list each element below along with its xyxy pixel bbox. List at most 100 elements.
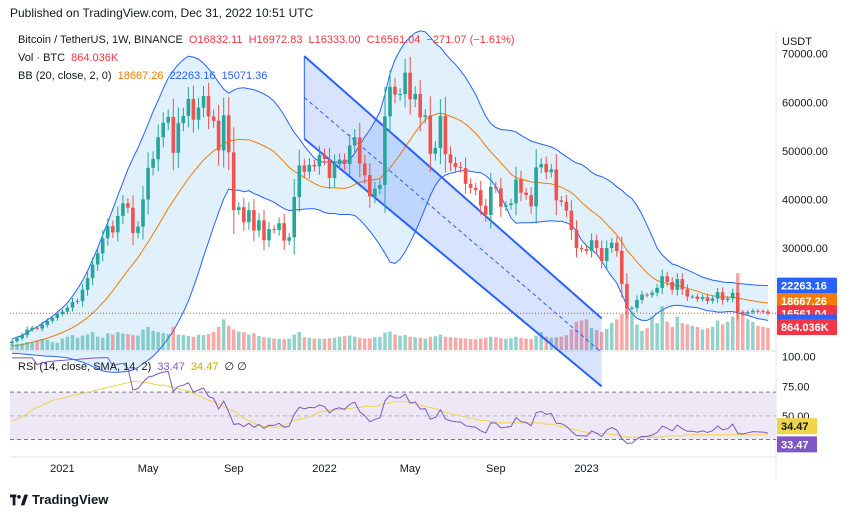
candle-body (670, 282, 674, 290)
price-tick-label: 40000.00 (782, 194, 828, 206)
candle-body (458, 166, 463, 168)
volume-bar (60, 338, 65, 350)
candle-body (468, 183, 473, 188)
volume-bar (257, 335, 261, 350)
volume-bar (559, 336, 564, 350)
rsi-label-sma: 34.47 (781, 421, 809, 433)
candle-body (599, 248, 604, 262)
candle-body (685, 289, 690, 297)
volume-bar (272, 338, 276, 350)
candle-body (680, 279, 685, 290)
price-label-box (777, 293, 837, 310)
candle-body (342, 159, 347, 164)
volume-bar (484, 337, 488, 350)
candle-body (302, 165, 307, 172)
candle-body (121, 203, 125, 216)
candle-body (156, 137, 160, 160)
high-value: H16972.83 (248, 34, 303, 46)
candle-body (221, 115, 226, 151)
candle-body (534, 167, 538, 207)
volume-bar (353, 336, 357, 350)
candle-body (60, 311, 65, 314)
candle-body (489, 186, 493, 215)
candle-body (216, 120, 221, 151)
candle-body (514, 179, 518, 204)
candle-body (524, 192, 528, 195)
volume-bar (584, 319, 589, 351)
candle-body (695, 296, 700, 299)
volume-bar (101, 337, 105, 350)
rsi-value: 33.47 (157, 361, 185, 373)
volume-bar (337, 336, 342, 350)
volume-bar (342, 336, 347, 350)
volume-bar (373, 337, 377, 350)
volume-bar (221, 319, 226, 351)
volume-bar (766, 327, 770, 350)
time-axis[interactable]: 2021 May Sep 2022 May Sep 2023 (50, 463, 599, 475)
volume-bar (610, 323, 614, 350)
candle-body (665, 276, 669, 282)
candle-body (357, 137, 362, 164)
volume-bar (620, 314, 624, 350)
candle-body (710, 298, 715, 301)
candle-body (433, 147, 438, 154)
volume-bar (458, 338, 463, 350)
volume-bar (761, 326, 765, 350)
candle-body (312, 164, 317, 167)
volume-bar (443, 336, 448, 350)
open-value: O16832.11 (188, 34, 243, 46)
candle-body (604, 248, 609, 262)
volume-bar (423, 338, 427, 350)
volume-bar (554, 337, 559, 350)
price-label-box (777, 277, 837, 294)
candle-body (725, 298, 730, 300)
volume-bar (282, 339, 286, 350)
candle-body (80, 289, 85, 301)
volume-bar (509, 338, 513, 350)
volume-bar (332, 337, 337, 350)
price-axis[interactable]: 30000.00 40000.00 50000.00 60000.00 70000.00… (782, 49, 828, 453)
symbol-legend[interactable]: Bitcoin / TetherUS, 1W, BINANCE O16832.1… (18, 34, 518, 46)
volume-bars (10, 273, 770, 351)
volume-bar (524, 338, 528, 350)
price-label-bb_basis: 18667.26 (781, 296, 827, 308)
candle-body (428, 115, 433, 154)
candle-body (322, 154, 327, 160)
volume-bar (242, 332, 246, 350)
volume-legend[interactable]: Vol · BTC 864.036K (18, 52, 121, 64)
candle-body (549, 169, 554, 173)
time-tick-label: 2021 (50, 463, 74, 475)
candle-body (25, 329, 29, 335)
volume-bar (106, 333, 110, 350)
volume-bar (307, 337, 312, 350)
volume-bar (206, 334, 211, 350)
volume-bar (10, 343, 14, 350)
volume-bar (650, 316, 654, 350)
rsi-legend[interactable]: RSI (14, close, SMA, 14, 2) 33.47 34.47 … (18, 360, 250, 373)
bb-label: BB (20, close, 2, 0) (18, 70, 112, 82)
volume-bar (564, 335, 569, 350)
volume-bar (65, 336, 70, 350)
footer-brand[interactable]: TradingView (10, 492, 108, 507)
volume-bar (685, 324, 690, 350)
candle-body (141, 199, 145, 227)
price-tick-label: 70000.00 (782, 49, 828, 61)
bb-legend[interactable]: BB (20, close, 2, 0) 18667.26 22263.16 1… (18, 70, 270, 82)
volume-bar (20, 343, 24, 350)
candle-body (494, 186, 498, 189)
volume-bar (615, 319, 619, 351)
candle-body (564, 201, 569, 211)
volume-bar (640, 330, 644, 350)
volume-bar (660, 306, 664, 350)
volume-bar (85, 334, 90, 350)
volume-bar (252, 333, 256, 350)
candle-body (393, 86, 397, 95)
candle-body (116, 215, 120, 233)
candle-body (756, 310, 760, 312)
candle-body (766, 311, 770, 314)
candle-body (307, 164, 312, 172)
rsi-sma-value: 34.47 (190, 361, 219, 373)
rsi-tick-label: 75.00 (782, 381, 810, 393)
volume-bar (489, 336, 493, 350)
